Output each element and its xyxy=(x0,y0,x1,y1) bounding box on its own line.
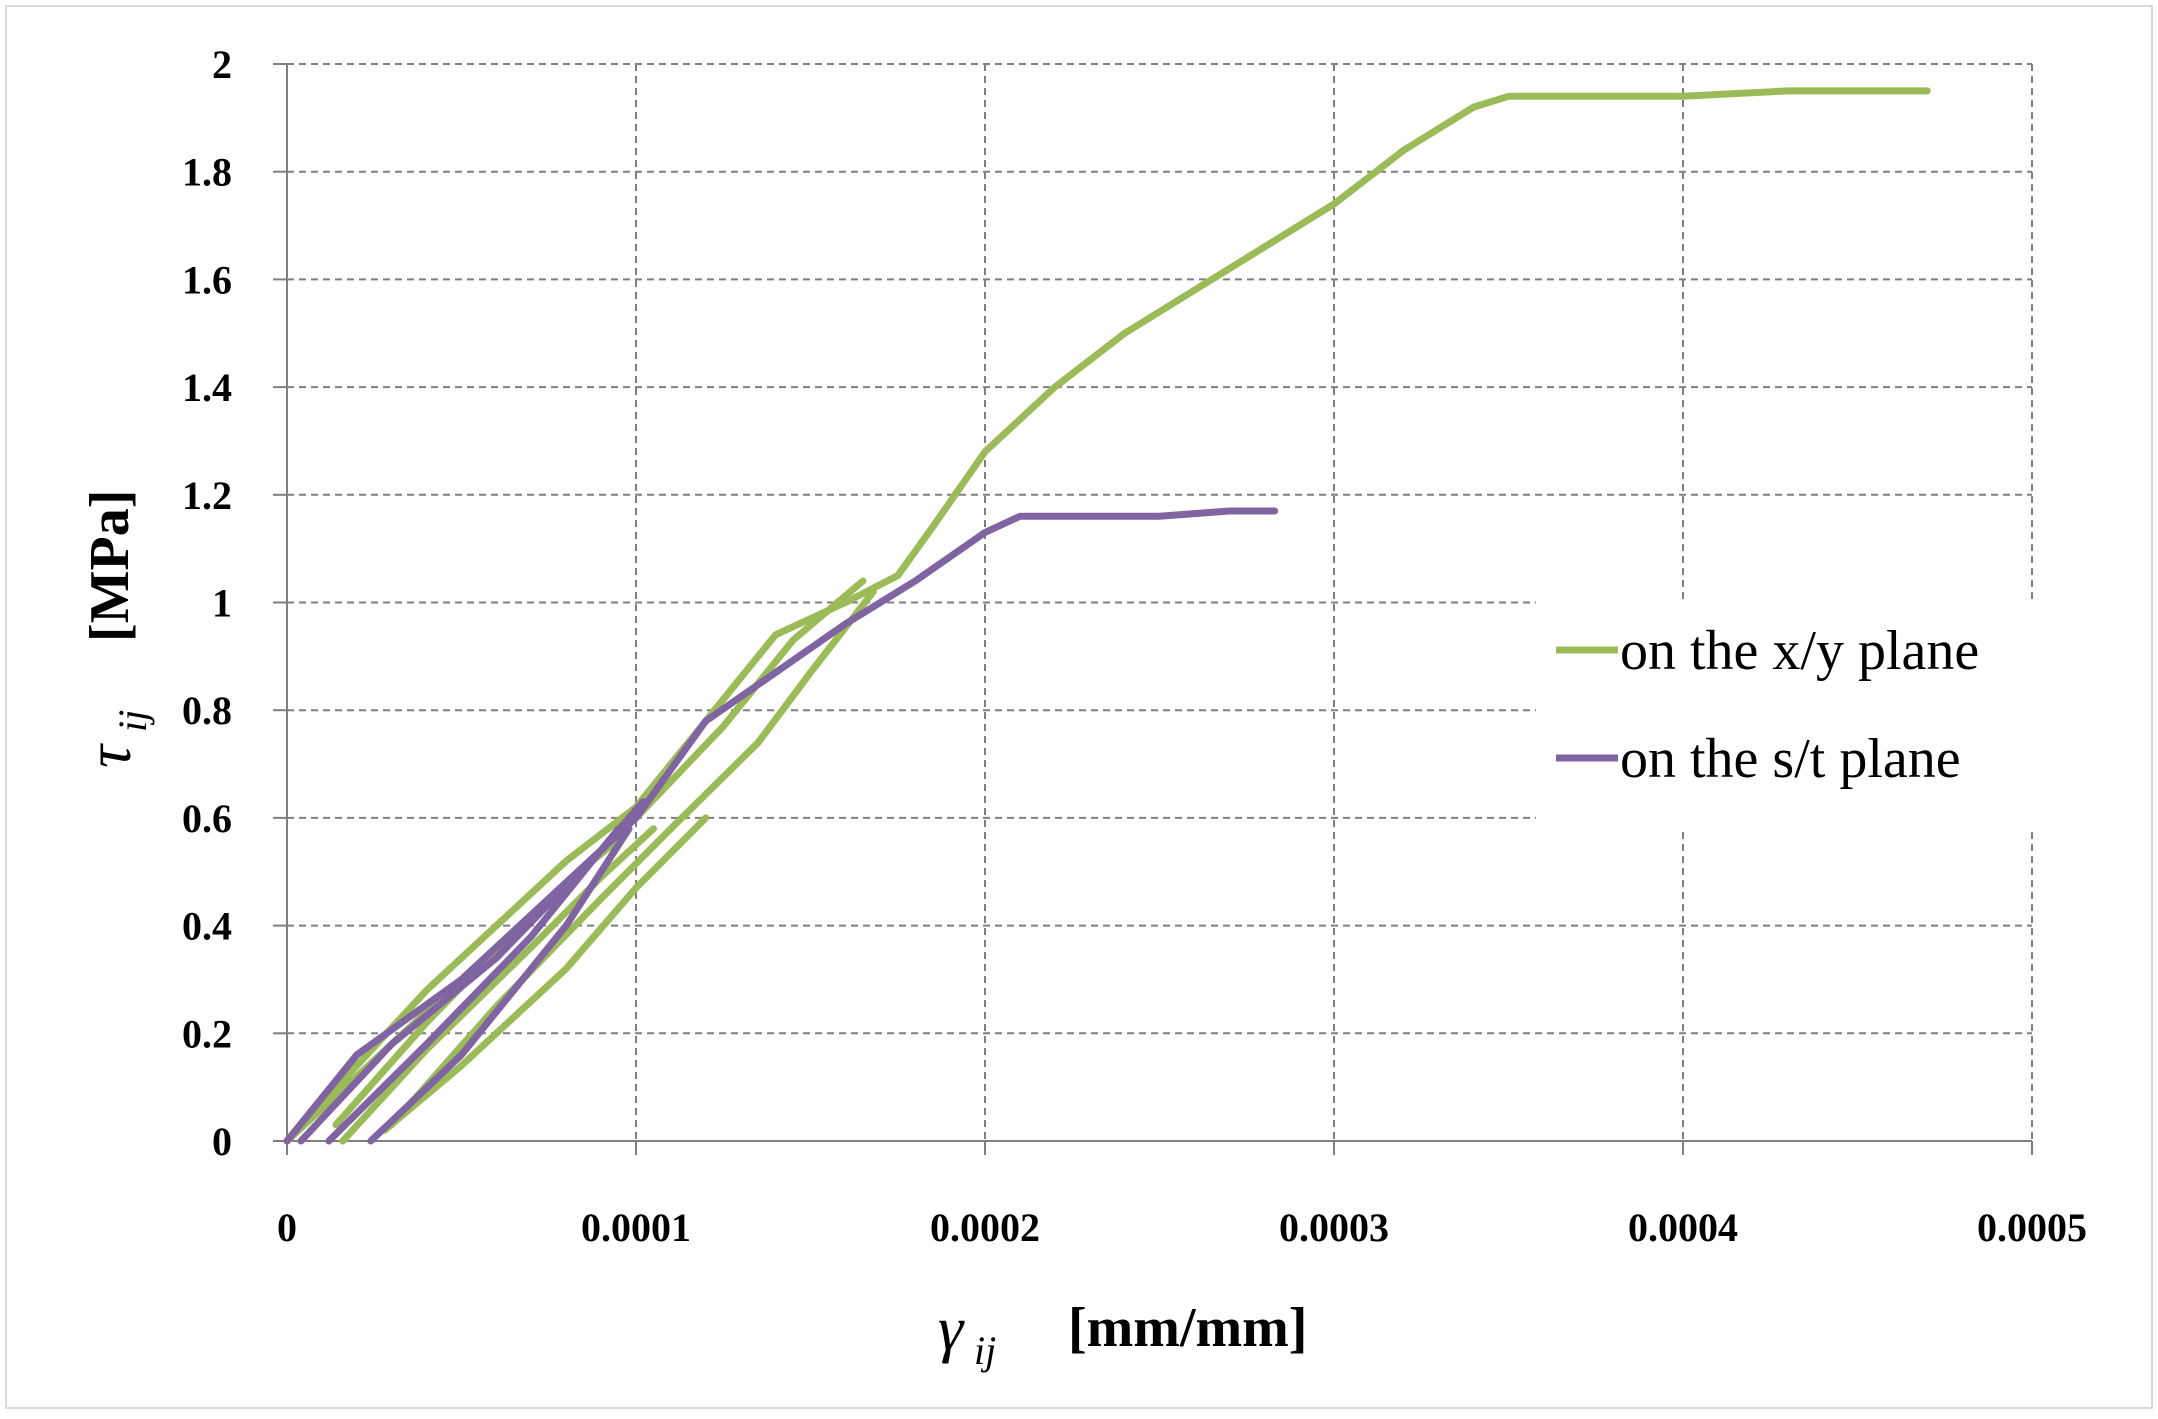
y-tick-label: 0 xyxy=(212,1119,232,1164)
y-axis-unit: [MPa] xyxy=(79,490,141,642)
x-tick-label: 0.0001 xyxy=(581,1205,691,1250)
y-axis-symbol: τ xyxy=(73,743,144,768)
series-lines xyxy=(283,87,1931,1145)
series-line-st-plane xyxy=(325,825,622,1145)
y-tick-label: 0.8 xyxy=(182,688,232,733)
series-line-xy-plane xyxy=(283,87,1931,1145)
y-axis-title: τ ij [MPa] xyxy=(73,490,155,768)
legend-label-xy: on the x/y plane xyxy=(1620,620,1979,682)
x-axis-symbol: γ xyxy=(938,1293,965,1364)
x-tick-label: 0 xyxy=(277,1205,297,1250)
x-axis-unit: [mm/mm] xyxy=(1068,1297,1307,1359)
y-tick-label: 2 xyxy=(212,42,232,87)
y-tick-label: 1.2 xyxy=(182,473,232,518)
y-tick-label: 1.6 xyxy=(182,257,232,302)
y-axis-subscript: ij xyxy=(110,710,155,732)
y-tick-label: 1 xyxy=(212,581,232,626)
x-tick-label: 0.0002 xyxy=(930,1205,1040,1250)
y-tick-label: 0.2 xyxy=(182,1011,232,1056)
y-tick-label: 1.8 xyxy=(182,150,232,195)
series-line-xy-plane xyxy=(339,825,657,1145)
legend: on the x/y plane on the s/t plane xyxy=(1536,600,2136,830)
x-axis-subscript: ij xyxy=(974,1328,996,1373)
legend-label-st: on the s/t plane xyxy=(1620,728,1961,790)
axes xyxy=(273,63,2033,1155)
x-tick-label: 0.0003 xyxy=(1279,1205,1389,1250)
x-axis-title: γ ij [mm/mm] xyxy=(938,1293,1307,1373)
series-line-st-plane xyxy=(283,507,1279,1145)
y-tick-label: 0.4 xyxy=(182,904,232,949)
series-line-xy-plane xyxy=(381,814,710,1134)
y-tick-label: 1.4 xyxy=(182,365,232,410)
x-tick-label: 0.0005 xyxy=(1977,1205,2087,1250)
series-line-st-plane xyxy=(367,825,633,1145)
x-tick-label: 0.0004 xyxy=(1628,1205,1738,1250)
tick-labels: 0 0.2 0.4 0.6 0.8 1 1.2 1.4 1.6 1.8 2 0 0.0001 0.0002… xyxy=(182,42,2087,1250)
y-tick-label: 0.6 xyxy=(182,796,232,841)
legend-background xyxy=(1536,600,2136,830)
